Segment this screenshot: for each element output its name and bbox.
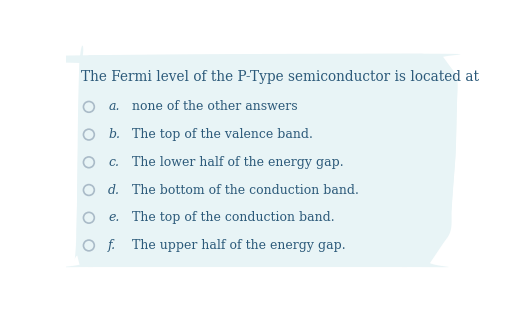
Text: The lower half of the energy gap.: The lower half of the energy gap. bbox=[131, 156, 343, 169]
Text: f.: f. bbox=[108, 239, 117, 252]
Text: a.: a. bbox=[108, 100, 120, 113]
Text: The bottom of the conduction band.: The bottom of the conduction band. bbox=[131, 183, 359, 197]
Text: none of the other answers: none of the other answers bbox=[131, 100, 297, 113]
Text: d.: d. bbox=[108, 183, 120, 197]
Text: The Fermi level of the P-Type semiconductor is located at: The Fermi level of the P-Type semiconduc… bbox=[81, 70, 479, 84]
Text: The top of the conduction band.: The top of the conduction band. bbox=[131, 211, 334, 224]
Polygon shape bbox=[77, 54, 457, 267]
Text: The upper half of the energy gap.: The upper half of the energy gap. bbox=[131, 239, 345, 252]
Text: The top of the valence band.: The top of the valence band. bbox=[131, 128, 312, 141]
Polygon shape bbox=[0, 46, 460, 268]
Text: c.: c. bbox=[108, 156, 119, 169]
Text: b.: b. bbox=[108, 128, 120, 141]
Text: e.: e. bbox=[108, 211, 120, 224]
